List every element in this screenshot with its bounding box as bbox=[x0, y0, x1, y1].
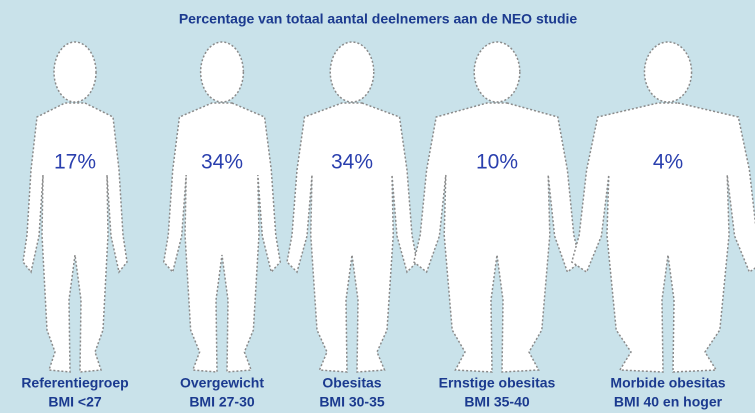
percentage: 17% bbox=[54, 151, 96, 174]
group-label: Obesitas bbox=[322, 375, 381, 391]
body-silhouette bbox=[287, 103, 417, 372]
body-silhouette bbox=[164, 103, 280, 372]
bmi-label: BMI 40 en hoger bbox=[614, 394, 723, 410]
head bbox=[644, 42, 691, 102]
head bbox=[474, 42, 520, 102]
body-silhouette bbox=[23, 103, 127, 372]
percentage: 34% bbox=[331, 151, 373, 174]
bmi-label: BMI 27-30 bbox=[189, 394, 255, 410]
percentage: 10% bbox=[476, 151, 518, 174]
percentage: 34% bbox=[201, 151, 243, 174]
body-silhouette bbox=[572, 103, 755, 372]
bmi-label: BMI 30-35 bbox=[319, 394, 385, 410]
head bbox=[54, 42, 96, 102]
infographic: Percentage van totaal aantal deelnemers … bbox=[0, 0, 755, 413]
head bbox=[330, 42, 374, 102]
group-label: Overgewicht bbox=[180, 375, 264, 391]
bmi-label: BMI <27 bbox=[48, 394, 102, 410]
group-label: Ernstige obesitas bbox=[439, 375, 556, 391]
percentage: 4% bbox=[653, 151, 683, 174]
head bbox=[201, 42, 244, 102]
title: Percentage van totaal aantal deelnemers … bbox=[179, 11, 578, 27]
group-label: Morbide obesitas bbox=[610, 375, 725, 391]
group-label: Referentiegroep bbox=[21, 375, 128, 391]
bmi-label: BMI 35-40 bbox=[464, 394, 530, 410]
body-silhouette bbox=[414, 103, 580, 372]
